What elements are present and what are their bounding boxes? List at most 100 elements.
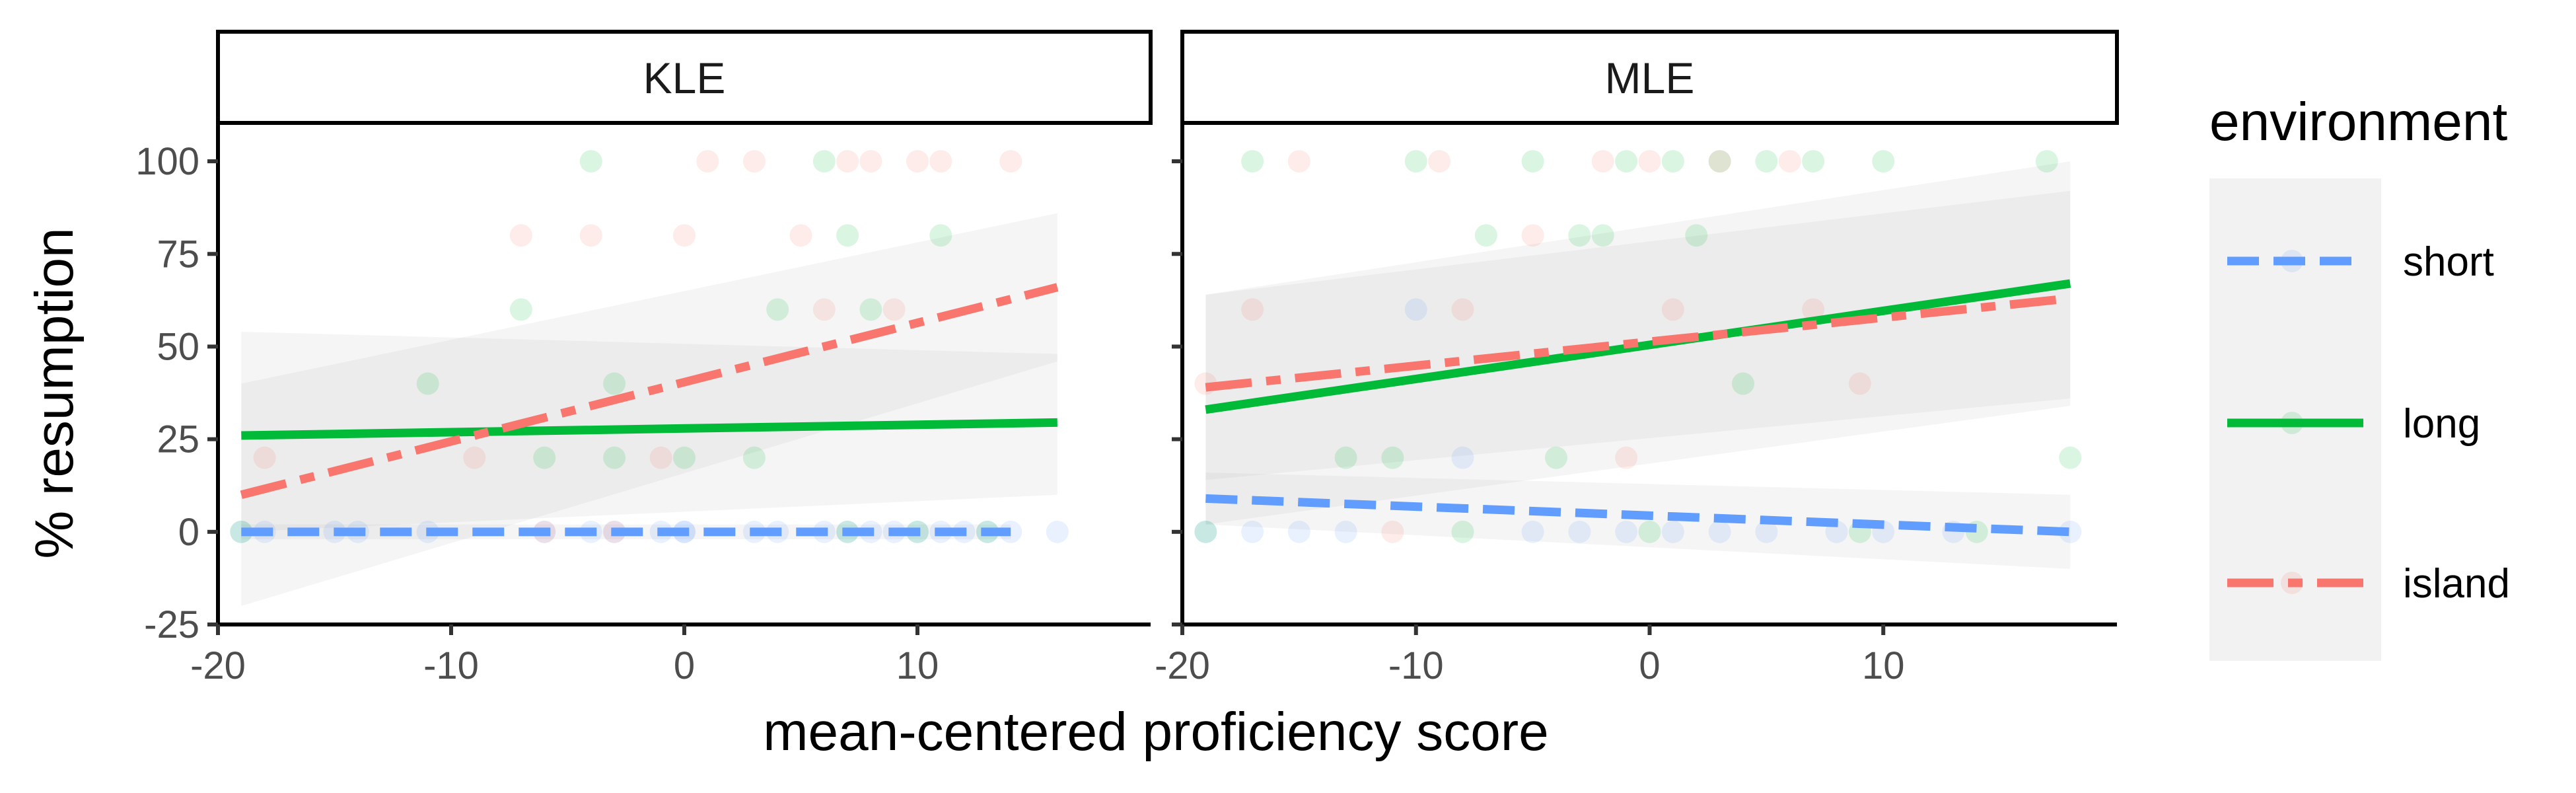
data-point-long (509, 298, 532, 321)
data-point-short (2059, 520, 2082, 543)
data-point-long (742, 446, 766, 469)
data-point-island (859, 150, 882, 173)
data-point-island (1778, 150, 1801, 173)
x-axis-title: mean-centered proficiency score (763, 702, 1549, 762)
y-tick-label: 100 (135, 140, 199, 183)
x-tick-label: 10 (1862, 644, 1905, 687)
strip-box (216, 30, 1153, 125)
data-point-island (999, 150, 1022, 173)
data-point-long (1451, 520, 1474, 543)
panels-layer: KLE -20 -10 0 10 -25 0 25 50 75 100 MLE -20 -10 0 10 (135, 30, 2119, 687)
data-point-island (1848, 372, 1871, 395)
data-point-long (1685, 224, 1708, 247)
x-tick-label: 0 (674, 644, 695, 687)
data-point-long (1802, 150, 1825, 173)
data-point-short (1521, 520, 1544, 543)
data-point-island (906, 150, 929, 173)
data-point-long (673, 446, 696, 469)
data-point-long (416, 372, 439, 395)
data-point-island (742, 150, 766, 173)
data-point-long (1241, 150, 1264, 173)
data-point-island (789, 224, 812, 247)
data-point-island (673, 224, 696, 247)
x-tick-label: -10 (1388, 644, 1444, 687)
fit-line-short (1205, 494, 2071, 537)
data-point-island (812, 298, 836, 321)
data-point-island (1287, 150, 1310, 173)
legend-item-long: long (2227, 401, 2480, 447)
data-point-long (603, 446, 626, 469)
data-point-short (1334, 520, 1357, 543)
data-point-long (1615, 150, 1638, 173)
x-tick-label: -20 (1155, 644, 1210, 687)
data-point-long (1591, 224, 1614, 247)
y-tick-label: -25 (144, 603, 199, 646)
fit-line-long (241, 418, 1057, 440)
x-tick-label: -20 (190, 644, 246, 687)
data-point-long (533, 446, 556, 469)
data-point-long (1545, 446, 1567, 469)
data-point-long (1474, 224, 1497, 247)
data-point-long (603, 372, 626, 395)
data-point-long (1708, 150, 1731, 173)
data-point-short (1046, 520, 1069, 543)
data-point-island (1428, 150, 1451, 173)
data-point-island (1638, 150, 1661, 173)
x-tick-label: 0 (1639, 644, 1660, 687)
strip-box (1180, 30, 2119, 125)
data-point-island (649, 446, 672, 469)
data-point-island (1802, 298, 1825, 321)
legend-item-island: island (2227, 561, 2510, 607)
data-point-island (1241, 298, 1264, 321)
data-point-island (509, 224, 532, 247)
data-point-short (1661, 520, 1684, 543)
data-point-short (1241, 520, 1264, 543)
y-tick-label: 50 (157, 325, 199, 368)
data-point-long (579, 150, 602, 173)
ci-band-short (1205, 472, 2071, 569)
data-point-long (1732, 372, 1754, 395)
x-tick-label: 10 (896, 644, 939, 687)
x-tick-label: -10 (423, 644, 479, 687)
data-point-long (859, 298, 882, 321)
y-tick-label: 25 (157, 418, 199, 461)
y-axis-title: % resumption (24, 227, 85, 558)
data-point-short (1287, 520, 1310, 543)
data-point-long (1521, 150, 1544, 173)
data-point-short (1708, 520, 1731, 543)
data-point-long (1755, 150, 1778, 173)
data-point-short (1615, 520, 1638, 543)
data-point-island (836, 150, 859, 173)
data-point-island (1708, 150, 1731, 173)
data-point-island (1521, 224, 1544, 247)
ci-band-island (1205, 190, 2071, 480)
data-point-long (1872, 150, 1895, 173)
legend-title: environment (2209, 92, 2507, 152)
y-tick-label: 75 (157, 233, 199, 276)
data-point-long (1638, 520, 1661, 543)
y-tick-label: 0 (178, 511, 199, 554)
data-point-long (1334, 446, 1357, 469)
data-point-long (2035, 150, 2058, 173)
data-point-short (1404, 298, 1427, 321)
data-point-long (929, 224, 952, 247)
data-point-island (1615, 446, 1638, 469)
data-point-short (1451, 446, 1474, 469)
strip-label: KLE (643, 54, 726, 102)
data-point-island (1381, 520, 1404, 543)
strip-label: MLE (1605, 54, 1695, 102)
data-point-island (253, 446, 276, 469)
data-point-long (1404, 150, 1427, 173)
data-point-short (1755, 520, 1778, 543)
data-point-island (929, 150, 952, 173)
fit-line-island (1205, 294, 2071, 392)
fit-line-island (240, 283, 1059, 500)
panel-mle: MLE -20 -10 0 10 (1155, 30, 2119, 687)
legend-label-long: long (2403, 401, 2480, 447)
data-point-long (1568, 224, 1591, 247)
panel-kle: KLE -20 -10 0 10 -25 0 25 50 75 100 (135, 30, 1153, 687)
data-point-long (1381, 446, 1404, 469)
data-point-long (1661, 150, 1684, 173)
data-point-island (1591, 150, 1614, 173)
